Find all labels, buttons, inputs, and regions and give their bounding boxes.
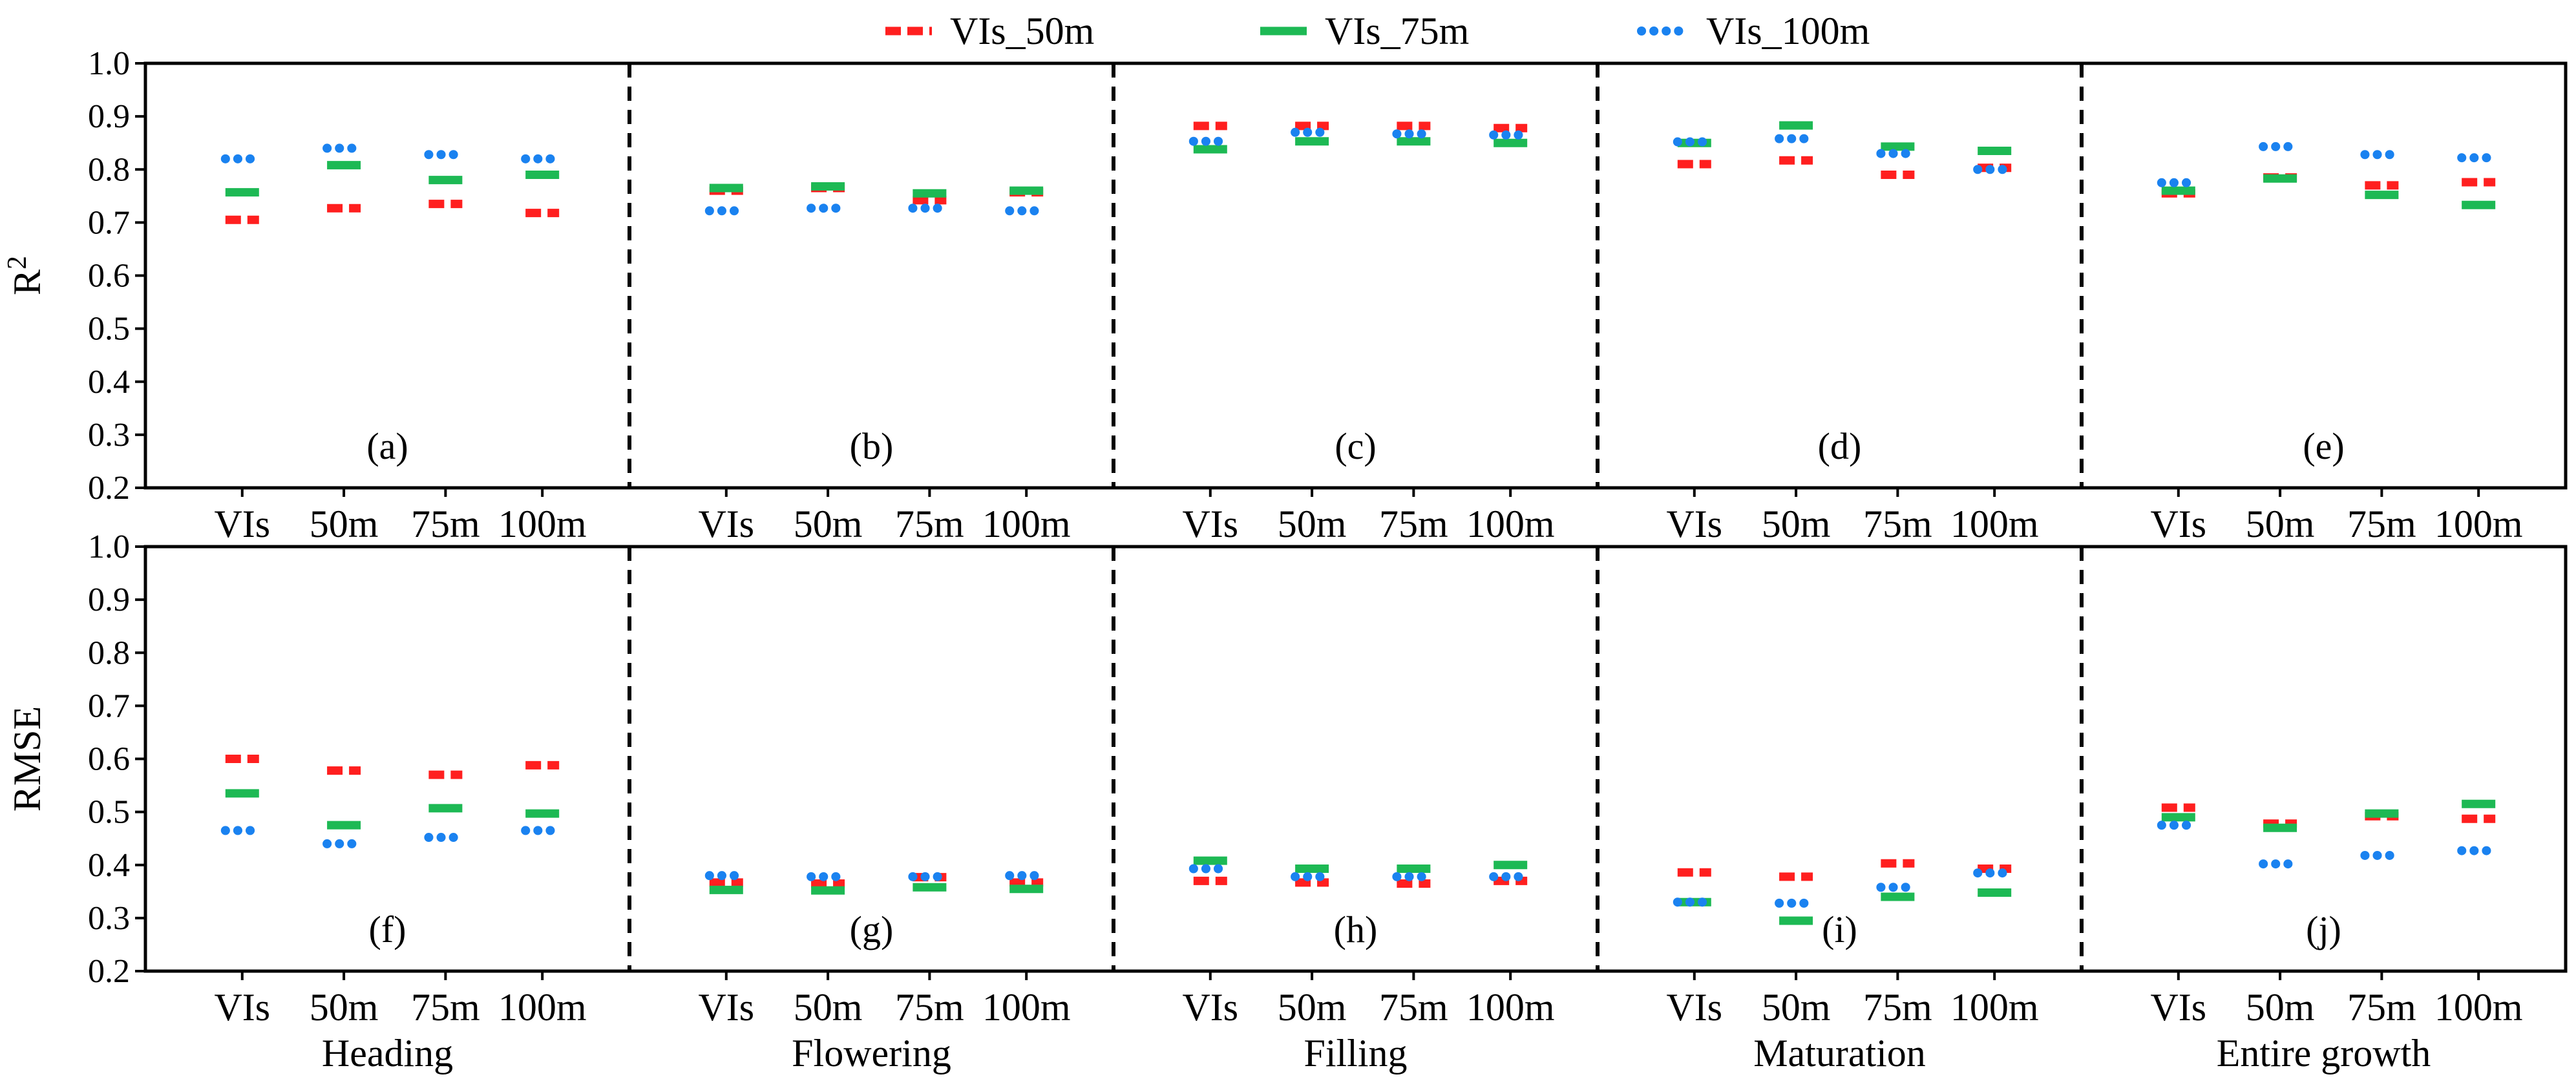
x-tick-label: VIs: [1666, 503, 1722, 545]
panel-label-f: (f): [369, 908, 406, 950]
y-tick-label: 0.7: [88, 204, 130, 241]
x-tick-label: 50m: [794, 986, 863, 1029]
panel-label-e: (e): [2303, 425, 2344, 467]
x-tick-label: 75m: [1863, 986, 1932, 1029]
y-tick-label: 0.8: [88, 151, 130, 188]
panel-label-j: (j): [2306, 908, 2341, 950]
x-tick-label: 50m: [2246, 986, 2315, 1029]
panel-label-i: (i): [1822, 908, 1857, 950]
y-tick-label: 0.3: [88, 417, 130, 454]
legend-label-VIs_75m: VIs_75m: [1325, 10, 1469, 52]
x-tick-label: VIs: [2150, 986, 2206, 1029]
x-tick-label: 50m: [310, 986, 379, 1029]
x-tick-label: 100m: [1466, 986, 1555, 1029]
y-tick-label: 0.8: [88, 634, 130, 671]
panel-label-d: (d): [1818, 425, 1862, 467]
panel-label-g: (g): [850, 908, 894, 950]
x-tick-label: VIs: [214, 986, 270, 1029]
y-tick-label: 0.4: [88, 364, 130, 401]
x-tick-label: VIs: [1182, 986, 1238, 1029]
y-tick-label: 1.0: [88, 45, 130, 82]
x-tick-label: 75m: [2347, 503, 2416, 545]
plot-frame-row-0: [143, 61, 2568, 490]
x-tick-label: 100m: [2434, 986, 2523, 1029]
panel-label-c: (c): [1335, 425, 1376, 467]
x-tick-label: 100m: [1950, 986, 2039, 1029]
x-tick-label: 75m: [411, 503, 480, 545]
x-tick-label: 75m: [1863, 503, 1932, 545]
x-tick-label: 75m: [895, 503, 964, 545]
legend-label-VIs_50m: VIs_50m: [950, 10, 1094, 52]
y-tick-label: 0.9: [88, 98, 130, 135]
panel-label-b: (b): [850, 425, 894, 467]
x-tick-label: VIs: [1666, 986, 1722, 1029]
x-tick-label: 75m: [1379, 503, 1448, 545]
y-tick-label: 0.3: [88, 900, 130, 937]
x-tick-label: 100m: [982, 503, 1071, 545]
x-tick-label: VIs: [1182, 503, 1238, 545]
x-tick-label: 100m: [2434, 503, 2523, 545]
x-tick-label: 50m: [2246, 503, 2315, 545]
y-axis-title-row-1: RMSE: [6, 706, 48, 812]
stage-label: Maturation: [1753, 1032, 1926, 1074]
x-tick-label: 75m: [2347, 986, 2416, 1029]
y-tick-label: 0.6: [88, 741, 130, 778]
y-axis-title-text: R: [6, 269, 48, 295]
y-tick-label: 0.5: [88, 311, 130, 348]
x-tick-label: VIs: [2150, 503, 2206, 545]
stage-label: Filling: [1304, 1032, 1407, 1074]
x-tick-label: VIs: [214, 503, 270, 545]
y-tick-label: 0.4: [88, 847, 130, 884]
legend-label-VIs_100m: VIs_100m: [1706, 10, 1870, 52]
stage-label: Flowering: [792, 1032, 951, 1074]
y-tick-label: 1.0: [88, 529, 130, 565]
stage-label: Heading: [322, 1032, 453, 1074]
y-tick-label: 0.6: [88, 258, 130, 295]
panel-label-h: (h): [1334, 908, 1378, 950]
plot-frame-row-1: [143, 545, 2568, 973]
stage-label: Entire growth: [2217, 1032, 2431, 1074]
x-tick-label: VIs: [698, 503, 754, 545]
x-tick-label: 50m: [1762, 503, 1831, 545]
y-axis-title-text: RMSE: [6, 706, 48, 812]
x-tick-label: 100m: [498, 503, 587, 545]
x-tick-label: 50m: [1762, 986, 1831, 1029]
x-tick-label: 75m: [895, 986, 964, 1029]
y-tick-label: 0.9: [88, 582, 130, 618]
y-tick-label: 0.7: [88, 687, 130, 724]
x-tick-label: 100m: [982, 986, 1071, 1029]
y-axis-title-row-0: R2: [3, 256, 48, 295]
x-tick-label: 100m: [1950, 503, 2039, 545]
x-tick-label: VIs: [698, 986, 754, 1029]
x-tick-label: 50m: [1278, 986, 1347, 1029]
x-tick-label: 100m: [1466, 503, 1555, 545]
x-tick-label: 75m: [1379, 986, 1448, 1029]
x-tick-label: 100m: [498, 986, 587, 1029]
y-tick-label: 0.2: [88, 470, 130, 507]
x-tick-label: 50m: [794, 503, 863, 545]
x-tick-label: 50m: [310, 503, 379, 545]
x-tick-label: 50m: [1278, 503, 1347, 545]
panel-label-a: (a): [366, 425, 408, 467]
x-tick-label: 75m: [411, 986, 480, 1029]
y-tick-label: 0.2: [88, 953, 130, 990]
y-axis-title-superscript: 2: [3, 256, 32, 269]
y-tick-label: 0.5: [88, 794, 130, 831]
